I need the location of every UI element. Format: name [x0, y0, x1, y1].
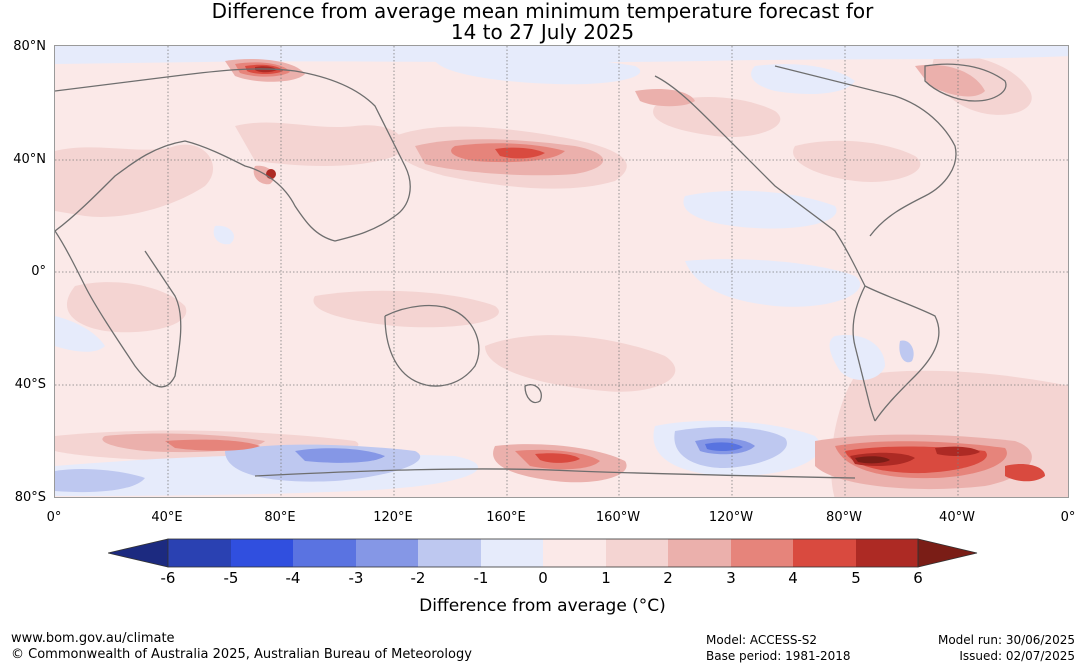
map-title-line-1: Difference from average mean minimum tem… [211, 0, 874, 23]
lon-label-120w: 120°W [708, 510, 754, 525]
lat-label-0: 0° [31, 264, 46, 279]
colorbar-tick-minus1: -1 [473, 569, 489, 587]
colorbar-bin-0-to-1 [543, 539, 606, 567]
lon-label-40w: 40°W [939, 510, 975, 525]
colorbar-bin-minus1-to-0 [481, 539, 543, 567]
colorbar-bin-3-to-4 [731, 539, 793, 567]
lon-label-120e: 120°E [373, 510, 413, 525]
colorbar-tick-4: 4 [788, 569, 798, 587]
lon-label-160w: 160°W [595, 510, 641, 525]
colorbar-bin-minus6-to-minus5 [168, 539, 231, 567]
anomaly-map [54, 45, 1069, 498]
colorbar-tick-minus2: -2 [410, 569, 426, 587]
lat-label-80n: 80°N [13, 39, 46, 54]
colorbar-bin-5-to-6 [856, 539, 918, 567]
colorbar-bin-minus2-to-minus1 [418, 539, 481, 567]
lon-label-80e: 80°E [264, 510, 296, 525]
lat-label-40n: 40°N [13, 152, 46, 167]
copyright-text: © Commonwealth of Australia 2025, Austra… [11, 647, 472, 662]
colorbar-bin-minus5-to-minus4 [231, 539, 293, 567]
model-name: Model: ACCESS-S2 [706, 633, 818, 647]
colorbar-title: Difference from average (°C) [419, 596, 666, 616]
lon-label-0-right: 0° [1060, 510, 1076, 525]
colorbar-bin-1-to-2 [606, 539, 668, 567]
colorbar-tick-minus5: -5 [223, 569, 239, 587]
colorbar-tick-1: 1 [601, 569, 611, 587]
colorbar-bin-minus3-to-minus2 [356, 539, 418, 567]
colorbar-bin-4-to-5 [793, 539, 856, 567]
colorbar-bin-2-to-3 [668, 539, 731, 567]
colorbar-low-extension [108, 538, 169, 568]
colorbar-tick-3: 3 [726, 569, 736, 587]
coastlines [55, 63, 1007, 479]
graticule [55, 46, 1068, 497]
colorbar-tick-5: 5 [851, 569, 861, 587]
lon-label-0-left: 0° [46, 510, 62, 525]
colorbar-bin-minus4-to-minus3 [293, 539, 356, 567]
colorbar-tick-minus6: -6 [160, 569, 176, 587]
issued-date: Issued: 02/07/2025 [959, 649, 1075, 663]
colorbar-outline [167, 538, 919, 568]
anomaly-map-svg [55, 46, 1068, 497]
model-run-date: Model run: 30/06/2025 [937, 633, 1075, 647]
map-title-line-2: 14 to 27 July 2025 [450, 20, 635, 44]
colorbar-high-extension [917, 538, 978, 568]
colorbar [108, 538, 978, 568]
lon-label-80w: 80°W [826, 510, 862, 525]
website-link[interactable]: www.bom.gov.au/climate [11, 631, 175, 646]
lon-label-160e: 160°E [486, 510, 526, 525]
colorbar-tick-minus4: -4 [285, 569, 301, 587]
anomaly-over-6-regions [855, 456, 890, 464]
colorbar-tick-0: 0 [538, 569, 548, 587]
base-period: Base period: 1981-2018 [706, 649, 851, 663]
lat-label-40s: 40°S [14, 377, 46, 392]
colorbar-tick-minus3: -3 [348, 569, 364, 587]
lat-label-80s: 80°S [14, 490, 46, 505]
colorbar-tick-2: 2 [663, 569, 673, 587]
colorbar-tick-6: 6 [913, 569, 923, 587]
anomaly-minus4-to-minus3-regions [705, 442, 743, 452]
lon-label-40e: 40°E [151, 510, 183, 525]
